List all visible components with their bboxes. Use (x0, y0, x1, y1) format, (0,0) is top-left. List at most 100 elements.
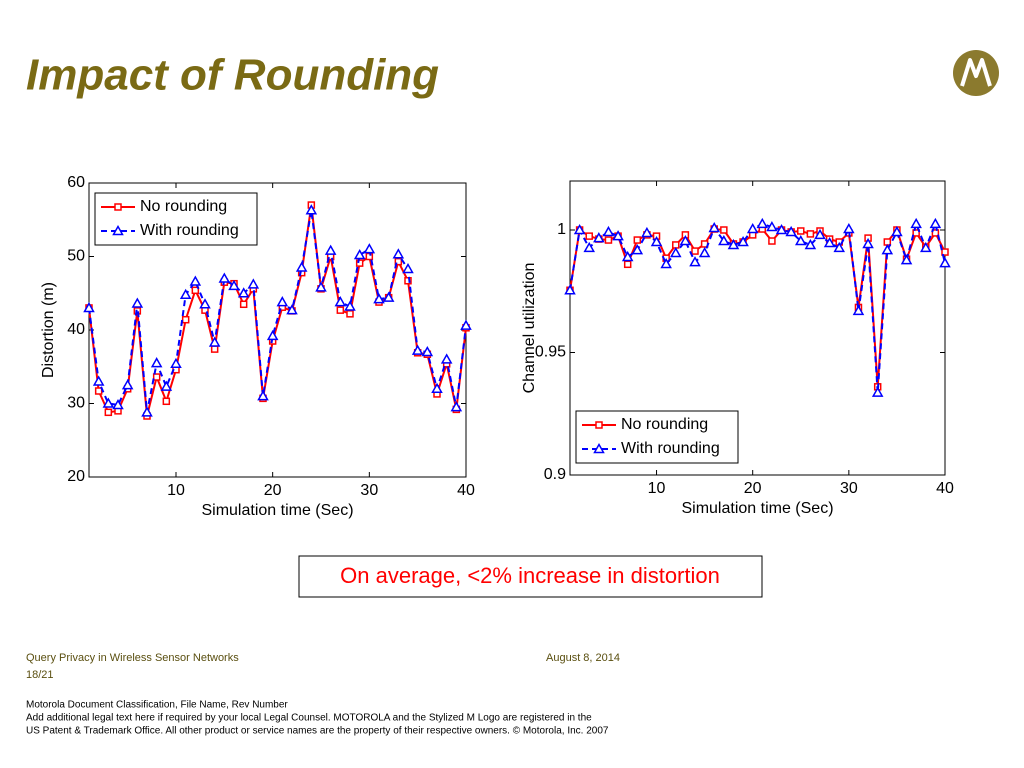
footer-legal: Add additional legal text here if requir… (26, 713, 592, 724)
marker (660, 258, 672, 269)
y-tick-label: 40 (67, 321, 85, 338)
footer-classification: Motorola Document Classification, File N… (26, 700, 288, 711)
footer-page: 18/21 (26, 669, 54, 681)
marker (718, 234, 730, 246)
marker (891, 225, 903, 237)
legend-marker (112, 224, 124, 236)
marker (912, 229, 920, 237)
x-tick-label: 20 (264, 482, 282, 499)
marker (239, 300, 248, 309)
marker (604, 236, 613, 244)
marker (141, 406, 153, 417)
marker (585, 232, 593, 240)
x-axis-label: Simulation time (Sec) (681, 500, 833, 517)
marker (266, 329, 279, 341)
marker (939, 257, 951, 268)
marker (336, 306, 345, 314)
marker (633, 236, 642, 244)
marker (931, 229, 940, 237)
marker (727, 238, 740, 250)
legend-marker (593, 442, 605, 454)
marker (852, 304, 865, 316)
marker (862, 237, 874, 249)
marker (237, 287, 250, 298)
x-tick-label: 30 (840, 480, 858, 497)
marker (373, 293, 385, 304)
x-tick-label: 10 (648, 480, 666, 497)
marker (247, 278, 260, 289)
x-axis-label: Simulation time (Sec) (201, 502, 353, 519)
marker (315, 281, 327, 292)
marker (669, 247, 682, 258)
legend (94, 192, 258, 246)
marker (131, 297, 144, 308)
marker (208, 336, 221, 347)
marker (785, 225, 797, 237)
marker (94, 387, 103, 395)
x-tick-label: 40 (936, 480, 954, 497)
y-tick-label: 1 (557, 221, 566, 238)
marker (641, 226, 653, 238)
slide-title: Impact of Rounding (26, 51, 439, 100)
marker (363, 243, 376, 254)
marker (189, 275, 202, 286)
marker (691, 247, 699, 255)
legend-label: No rounding (140, 198, 227, 215)
x-tick-label: 40 (457, 482, 475, 499)
marker (843, 222, 855, 234)
marker (179, 288, 192, 299)
marker (257, 390, 269, 401)
marker (83, 301, 95, 313)
marker (160, 380, 173, 391)
marker (392, 248, 405, 259)
marker (191, 286, 200, 295)
marker (900, 254, 913, 265)
marker (833, 241, 846, 253)
marker (404, 277, 412, 285)
marker (919, 241, 932, 253)
legend-label: No rounding (621, 416, 708, 433)
marker (431, 382, 443, 394)
marker (766, 221, 778, 232)
marker (276, 296, 289, 307)
marker (794, 234, 807, 246)
y-tick-label: 0.95 (535, 344, 566, 361)
marker (623, 260, 632, 269)
marker (689, 256, 701, 267)
marker (679, 234, 692, 246)
marker (929, 217, 942, 229)
marker (720, 226, 728, 234)
footer-presentation: Query Privacy in Wireless Sensor Network… (26, 652, 239, 664)
marker (402, 262, 414, 274)
series-line (88, 210, 467, 413)
marker (305, 204, 318, 215)
marker (775, 223, 788, 235)
marker (92, 375, 105, 386)
marker (162, 397, 171, 406)
footer-date: August 8, 2014 (546, 652, 620, 664)
marker (460, 319, 472, 330)
y-axis-label: Distortion (m) (40, 282, 57, 378)
marker (421, 346, 434, 357)
marker (650, 235, 663, 247)
marker (210, 345, 219, 353)
marker (746, 222, 759, 234)
marker (181, 315, 190, 324)
marker (737, 235, 749, 247)
marker (199, 298, 211, 309)
x-tick-label: 20 (744, 480, 762, 497)
logo (953, 50, 999, 96)
marker (121, 379, 134, 390)
marker (104, 408, 113, 417)
marker (631, 244, 644, 255)
legend-marker (595, 421, 603, 429)
marker (871, 386, 884, 397)
marker (881, 244, 894, 255)
marker (440, 353, 453, 364)
marker (583, 241, 596, 253)
marker (708, 222, 721, 233)
marker (102, 397, 115, 408)
marker (593, 232, 605, 243)
marker (768, 237, 776, 245)
